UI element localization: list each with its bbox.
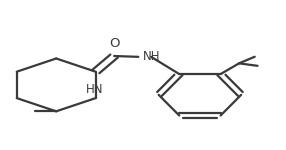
Text: NH: NH	[143, 50, 160, 63]
Text: HN: HN	[86, 83, 103, 96]
Text: O: O	[109, 37, 119, 50]
